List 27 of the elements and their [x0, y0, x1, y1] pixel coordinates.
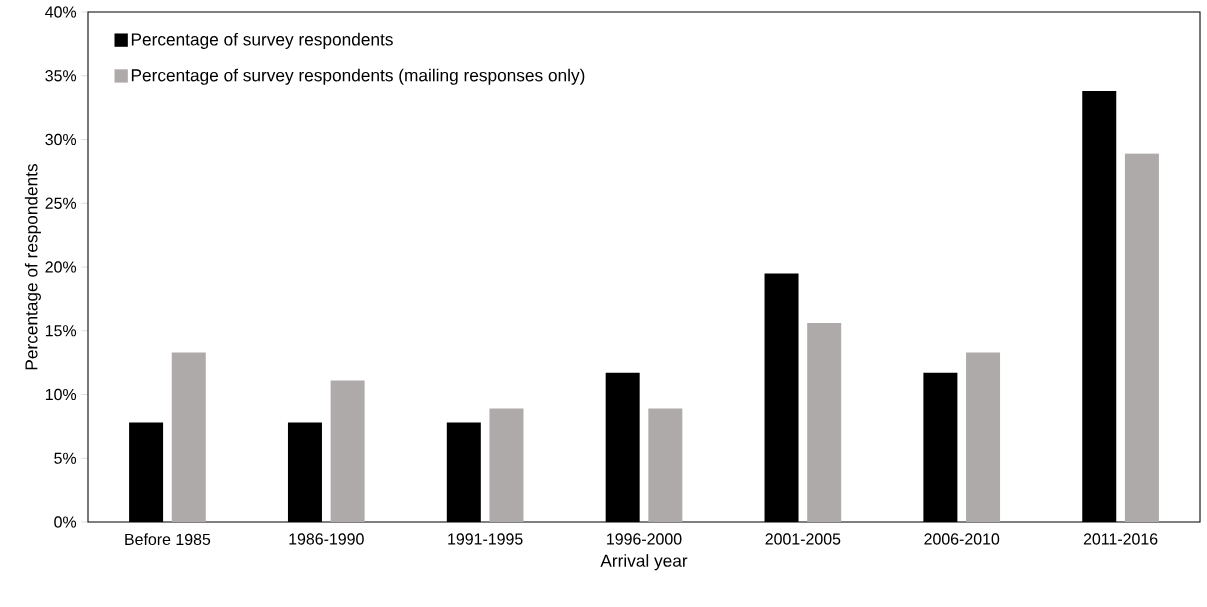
x-tick-label: Before 1985: [125, 533, 211, 546]
x-tick-label: 2011-2016: [1083, 533, 1158, 545]
y-tick-label: 10%: [45, 388, 77, 401]
y-tick-label: 0%: [54, 516, 77, 528]
y-tick-label: 25%: [45, 197, 77, 209]
bar: [171, 352, 206, 522]
bar: [807, 323, 842, 522]
x-tick-label: 1996-2000: [607, 533, 682, 545]
y-tick-label: 40%: [45, 6, 77, 18]
x-tick-label: 2001-2005: [765, 533, 841, 545]
x-tick-label: 1991-1995: [448, 533, 523, 545]
legend-label: Percentage of survey respondents: [131, 32, 393, 49]
bar: [648, 408, 683, 522]
y-tick-label: 5%: [54, 452, 77, 464]
bar: [966, 352, 1001, 522]
x-tick-label: 1986-1990: [289, 533, 364, 545]
bar: [489, 408, 524, 522]
legend-label: Percentage of survey respondents (mailing responses only): [131, 68, 585, 85]
bar: [330, 380, 365, 522]
bar: [1124, 153, 1159, 522]
y-axis-title: Percentage of respondents: [24, 163, 41, 370]
y-tick-label: 30%: [45, 133, 77, 146]
x-axis-title: Arrival year: [600, 554, 688, 571]
y-tick-label: 20%: [45, 261, 77, 273]
y-tick-label: 15%: [45, 325, 77, 337]
x-tick-label: 2006-2010: [924, 533, 1000, 545]
y-tick-label: 35%: [45, 70, 77, 82]
